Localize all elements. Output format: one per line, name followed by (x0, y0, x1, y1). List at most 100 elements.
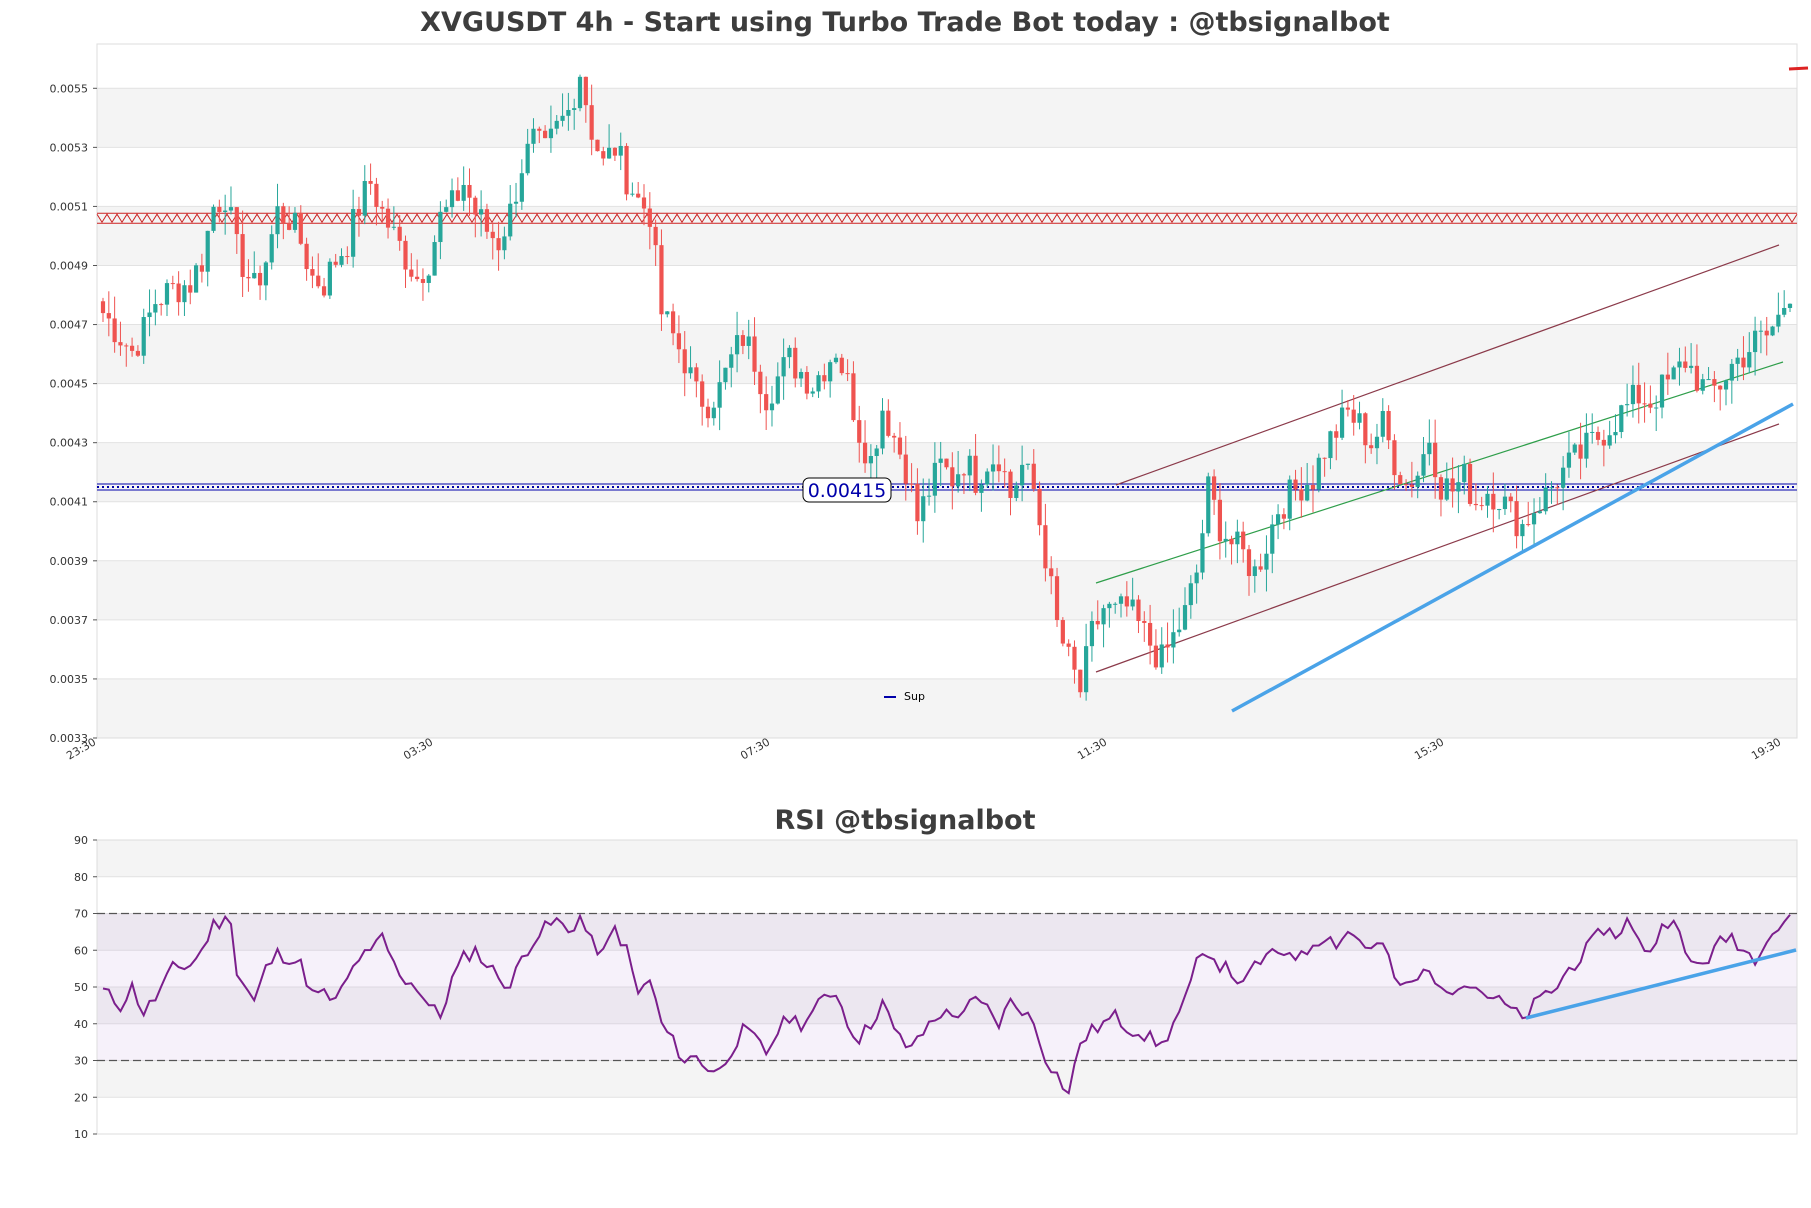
candle-body (1473, 503, 1478, 506)
candle-body (903, 454, 908, 484)
candle-body (292, 212, 298, 230)
candle-body (1014, 485, 1019, 498)
current-price-label: 0.00415 (808, 480, 887, 502)
candle-body (1241, 531, 1246, 550)
candle-body (1735, 357, 1740, 364)
price-band (97, 442, 1797, 502)
candle-body (1497, 509, 1502, 511)
resistance-line (96, 212, 1798, 224)
candle-body (833, 357, 839, 363)
candle-body (1025, 463, 1031, 465)
candle-body (1776, 314, 1781, 327)
candle-body (1049, 568, 1054, 577)
candle-body (1555, 487, 1560, 489)
candle-body (828, 362, 833, 382)
candle-body (705, 406, 711, 419)
candle-body (839, 357, 844, 374)
candle-body (1165, 644, 1170, 648)
candle-body (240, 234, 245, 277)
candle-body (496, 238, 501, 251)
candle-body (624, 145, 629, 195)
candle-body (758, 371, 763, 395)
candle-body (304, 243, 309, 270)
candle-body (391, 226, 396, 228)
candle-body (979, 484, 984, 493)
candle-body (1590, 431, 1595, 433)
candle-body (327, 261, 332, 296)
candle-body (1235, 531, 1240, 545)
price-ytick-label: 0.0051 (50, 200, 89, 213)
candle-body (1444, 478, 1449, 500)
candle-body (1060, 620, 1065, 644)
candle-body (804, 372, 809, 394)
candle-body (1479, 505, 1484, 507)
candle-body (257, 272, 263, 286)
candle-body (281, 206, 286, 224)
rsi-ytick-label: 20 (74, 1091, 88, 1104)
candle-body (182, 285, 187, 303)
candle-body (1543, 487, 1548, 512)
candle-body (734, 335, 740, 355)
candle-body (112, 318, 117, 343)
candle-body (467, 184, 472, 198)
candle-body (479, 209, 484, 215)
candle-body (1200, 533, 1205, 573)
candle-body (926, 495, 932, 497)
candle-body (1037, 488, 1042, 526)
candle-body (490, 231, 495, 239)
candle-body (886, 410, 891, 436)
candle-body (1595, 431, 1601, 440)
candle-body (973, 455, 978, 493)
candle-body (1020, 464, 1025, 486)
candle-body (1206, 476, 1211, 534)
candle-body (403, 240, 408, 270)
candle-body (345, 256, 350, 258)
candle-body (676, 333, 682, 350)
candle-body (1654, 407, 1659, 409)
candle-body (1741, 357, 1746, 368)
trend-line (1231, 402, 1794, 713)
candle-body (1084, 646, 1089, 693)
candle-body (409, 269, 414, 277)
support-line (97, 483, 1797, 491)
price-ytick-label: 0.0035 (50, 673, 89, 686)
candle-body (909, 483, 914, 485)
candle-body (682, 349, 687, 374)
candle-body (1758, 330, 1764, 332)
candle-body (321, 286, 327, 296)
candle-body (438, 211, 443, 243)
candle-body (1299, 489, 1304, 501)
price-ytick-label: 0.0033 (50, 732, 89, 745)
price-ytick-label: 0.0041 (50, 496, 89, 509)
candle-body (1787, 303, 1793, 308)
candle-body (269, 234, 274, 263)
candle-body (851, 373, 856, 421)
candle-body (1054, 576, 1060, 621)
candle-body (1502, 496, 1508, 510)
price-ytick-label: 0.0039 (50, 555, 89, 568)
candle-body (1659, 374, 1665, 408)
candle-body (1642, 403, 1647, 405)
channel-upper (1115, 244, 1780, 486)
candle-body (374, 183, 379, 207)
candle-body (915, 483, 920, 522)
candle-body (1351, 409, 1356, 423)
candle-body (473, 197, 478, 215)
candle-body (636, 193, 641, 198)
candle-body (1113, 603, 1118, 605)
candle-body (1118, 596, 1124, 604)
candle-body (129, 345, 135, 351)
resistance-hatch (96, 213, 1798, 224)
candle-body (1648, 403, 1653, 408)
candle-body (1264, 553, 1269, 570)
candle-body (1223, 538, 1228, 542)
candle-body (892, 435, 897, 438)
candle-body (1334, 431, 1339, 438)
candle-body (1689, 365, 1694, 368)
legend-label-sup: Sup (904, 690, 925, 703)
candle-body (1462, 463, 1467, 483)
candle-body (746, 336, 751, 346)
candle-body (1427, 442, 1432, 455)
candle-body (1700, 379, 1705, 391)
candle-body (316, 275, 321, 287)
